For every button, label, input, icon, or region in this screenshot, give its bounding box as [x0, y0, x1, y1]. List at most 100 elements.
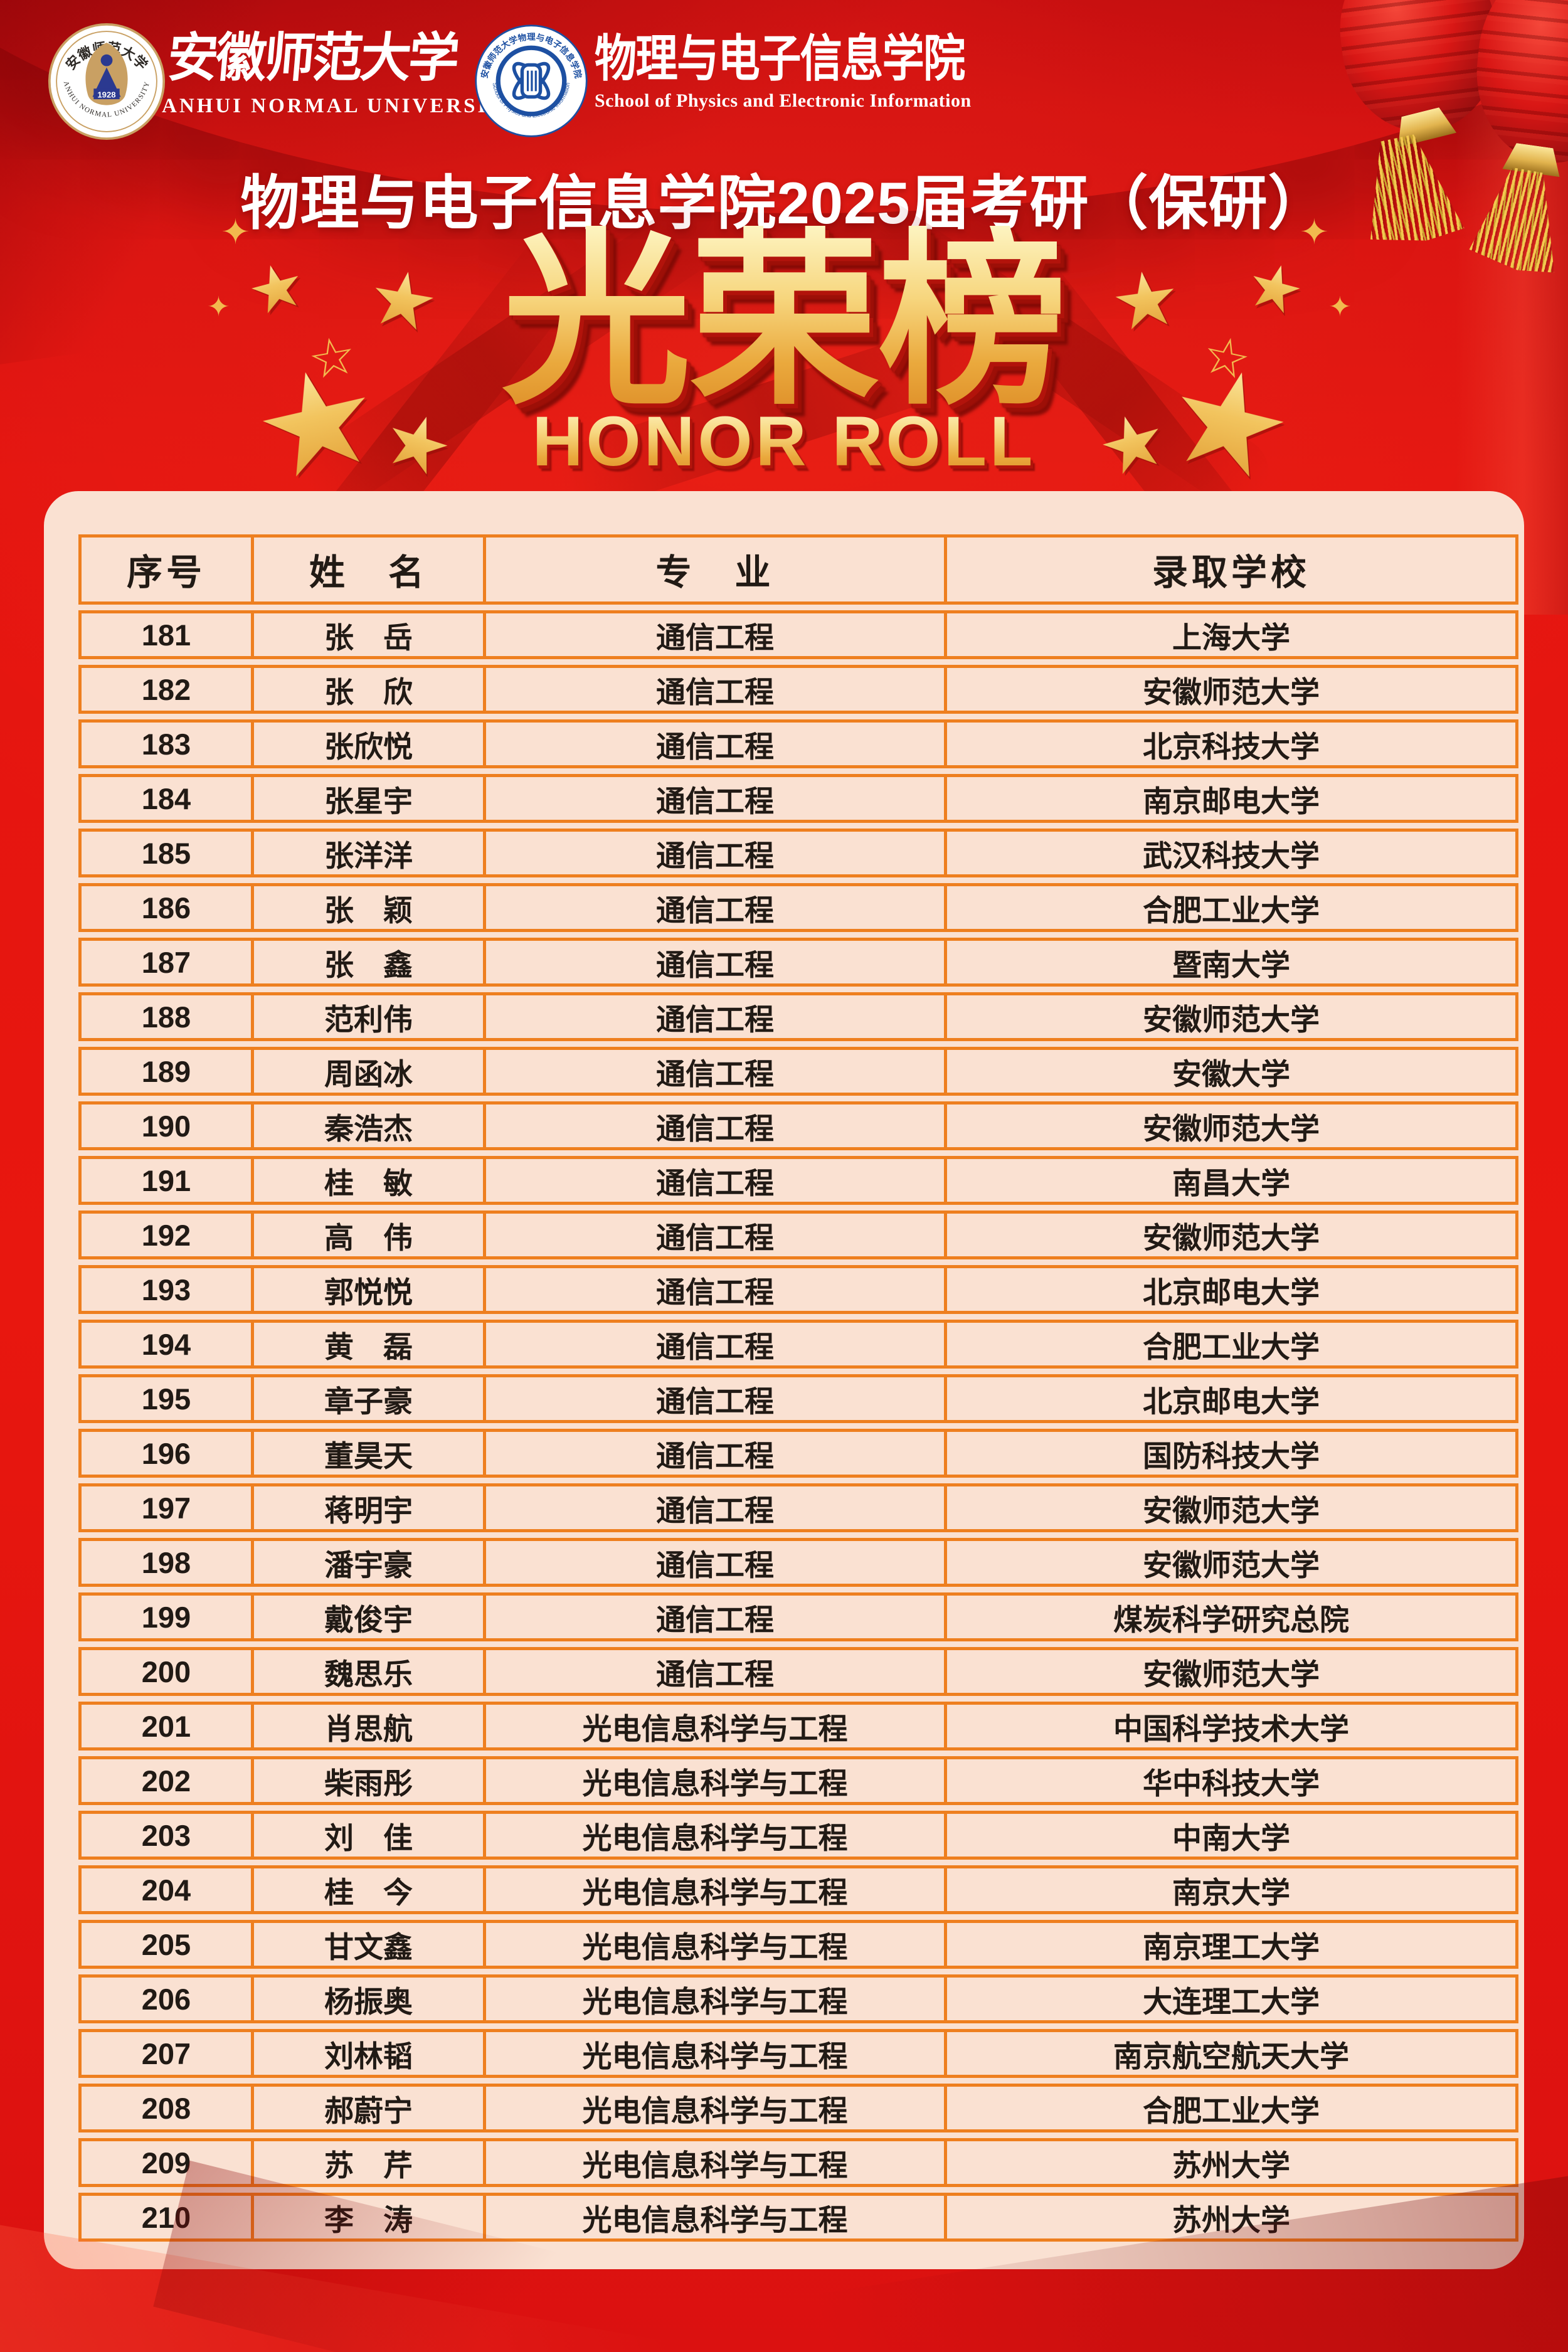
cell-name: 张洋洋: [251, 832, 483, 874]
cell-major: 通信工程: [483, 1596, 944, 1638]
cell-school: 苏州大学: [944, 2141, 1515, 2184]
table-row: 193 郭悦悦 通信工程 北京邮电大学: [78, 1265, 1518, 1314]
table-row: 196 董昊天 通信工程 国防科技大学: [78, 1429, 1518, 1478]
sparkle-icon: ✦: [1328, 292, 1352, 322]
cell-name: 张 颖: [251, 886, 483, 929]
cell-name: 董昊天: [251, 1432, 483, 1475]
cell-major: 光电信息科学与工程: [483, 1814, 944, 1857]
cell-school: 南京大学: [944, 1868, 1515, 1911]
cell-major: 通信工程: [483, 886, 944, 929]
cell-major: 通信工程: [483, 832, 944, 874]
cell-index: 210: [141, 2200, 191, 2234]
cell-index: 195: [141, 1382, 191, 1416]
table-row: 185 张洋洋 通信工程 武汉科技大学: [78, 829, 1518, 877]
cell-index: 205: [141, 1927, 191, 1961]
cell-major: 通信工程: [483, 1650, 944, 1693]
cell-school: 暨南大学: [944, 941, 1515, 983]
honor-roll-title-zh: 光荣榜: [502, 215, 1067, 426]
cell-school: 安徽师范大学: [944, 995, 1515, 1038]
table-row: 186 张 颖通信工程 合肥工业大学: [78, 883, 1518, 932]
cell-name: 张 欣: [251, 668, 483, 711]
cell-index: 196: [141, 1436, 191, 1470]
honor-roll-title-en: HONOR ROLL: [532, 402, 1036, 480]
cell-index: 198: [141, 1545, 191, 1579]
cell-major: 光电信息科学与工程: [483, 1923, 944, 1966]
cell-index: 183: [141, 727, 191, 761]
cell-index: 189: [141, 1054, 191, 1088]
cell-name: 肖思航: [251, 1705, 483, 1747]
cell-major: 光电信息科学与工程: [483, 2087, 944, 2129]
honor-table: 序号 姓 名 专 业 录取学校 181 张 岳通信工程 上海大学 182 张 欣通信工程…: [78, 534, 1518, 2247]
cell-name: 甘文鑫: [251, 1923, 483, 1966]
cell-index: 197: [141, 1491, 191, 1525]
cell-major: 通信工程: [483, 1050, 944, 1093]
page-title: 物理与电子信息学院2025届考研（保研）: [240, 170, 1328, 236]
cell-name: 魏思乐: [251, 1650, 483, 1693]
cell-major: 通信工程: [483, 941, 944, 983]
cell-name: 戴俊宇: [251, 1596, 483, 1638]
cell-school: 安徽师范大学: [944, 1104, 1515, 1147]
cell-major: 光电信息科学与工程: [483, 1868, 944, 1911]
cell-school: 苏州大学: [944, 2196, 1515, 2238]
table-row: 188 范利伟 通信工程 安徽师范大学: [78, 992, 1518, 1041]
column-header-major: 专 业: [483, 538, 944, 601]
cell-major: 通信工程: [483, 613, 944, 656]
table-row: 190 秦浩杰 通信工程 安徽师范大学: [78, 1101, 1518, 1150]
honor-roll-headline: ★ ✦ ★ ☆ ★ ★ ✦ ★ ✦ ★ ☆ ★ ★ ✦ 光荣榜 HONOR RO…: [0, 189, 1568, 623]
anhui-normal-university-seal-logo: 安徽师范大学 ANHUI NORMAL UNIVERSITY 1928: [48, 23, 166, 140]
cell-major: 通信工程: [483, 1268, 944, 1311]
table-row: 195 章子豪 通信工程 北京邮电大学: [78, 1374, 1518, 1423]
cell-major: 光电信息科学与工程: [483, 1978, 944, 2020]
cell-school: 安徽师范大学: [944, 1541, 1515, 1584]
cell-index: 187: [141, 945, 191, 979]
cell-school: 煤炭科学研究总院: [944, 1596, 1515, 1638]
cell-school: 南京理工大学: [944, 1923, 1515, 1966]
cell-index: 181: [141, 618, 191, 652]
cell-index: 190: [141, 1109, 191, 1143]
cell-index: 182: [141, 672, 191, 706]
cell-name: 张 鑫: [251, 941, 483, 983]
table-row: 208 郝蔚宁 光电信息科学与工程 合肥工业大学: [78, 2084, 1518, 2132]
cell-school: 北京科技大学: [944, 723, 1515, 765]
cell-school: 北京邮电大学: [944, 1377, 1515, 1420]
cell-major: 通信工程: [483, 777, 944, 820]
table-header-row: 序号 姓 名 专 业 录取学校: [78, 534, 1518, 605]
cell-index: 203: [141, 1818, 191, 1852]
table-row: 191 桂 敏通信工程 南昌大学: [78, 1156, 1518, 1205]
department-name-zh: 物理与电子信息学院: [595, 31, 965, 87]
table-row: 189 周函冰 通信工程 安徽大学: [78, 1047, 1518, 1096]
cell-index: 186: [141, 891, 191, 924]
cell-school: 中国科学技术大学: [944, 1705, 1515, 1747]
table-row: 184 张星宇 通信工程 南京邮电大学: [78, 774, 1518, 823]
university-name-en: ANHUI NORMAL UNIVERSITY: [162, 95, 522, 118]
cell-index: 207: [141, 2037, 191, 2070]
cell-index: 188: [141, 1000, 191, 1034]
cell-index: 209: [141, 2146, 191, 2180]
cell-name: 蒋明宇: [251, 1486, 483, 1529]
cell-school: 安徽师范大学: [944, 1486, 1515, 1529]
cell-major: 通信工程: [483, 995, 944, 1038]
cell-major: 光电信息科学与工程: [483, 2032, 944, 2075]
cell-name: 张星宇: [251, 777, 483, 820]
table-row: 194 黄 磊通信工程 合肥工业大学: [78, 1320, 1518, 1369]
sparkle-icon: ✦: [207, 292, 230, 322]
cell-index: 185: [141, 836, 191, 870]
cell-school: 中南大学: [944, 1814, 1515, 1857]
cell-index: 192: [141, 1218, 191, 1252]
sparkle-icon: ✦: [1300, 212, 1329, 252]
cell-major: 通信工程: [483, 1541, 944, 1584]
cell-school: 南京邮电大学: [944, 777, 1515, 820]
cell-major: 光电信息科学与工程: [483, 1705, 944, 1747]
column-header-school: 录取学校: [944, 538, 1515, 601]
cell-school: 合肥工业大学: [944, 1323, 1515, 1365]
cell-name: 桂 敏: [251, 1159, 483, 1202]
cell-school: 武汉科技大学: [944, 832, 1515, 874]
cell-major: 通信工程: [483, 1159, 944, 1202]
cell-school: 南昌大学: [944, 1159, 1515, 1202]
cell-school: 安徽大学: [944, 1050, 1515, 1093]
cell-school: 大连理工大学: [944, 1978, 1515, 2020]
table-row: 209 苏 芹光电信息科学与工程 苏州大学: [78, 2138, 1518, 2187]
table-row: 182 张 欣通信工程 安徽师范大学: [78, 665, 1518, 714]
seal-year: 1928: [97, 90, 115, 99]
